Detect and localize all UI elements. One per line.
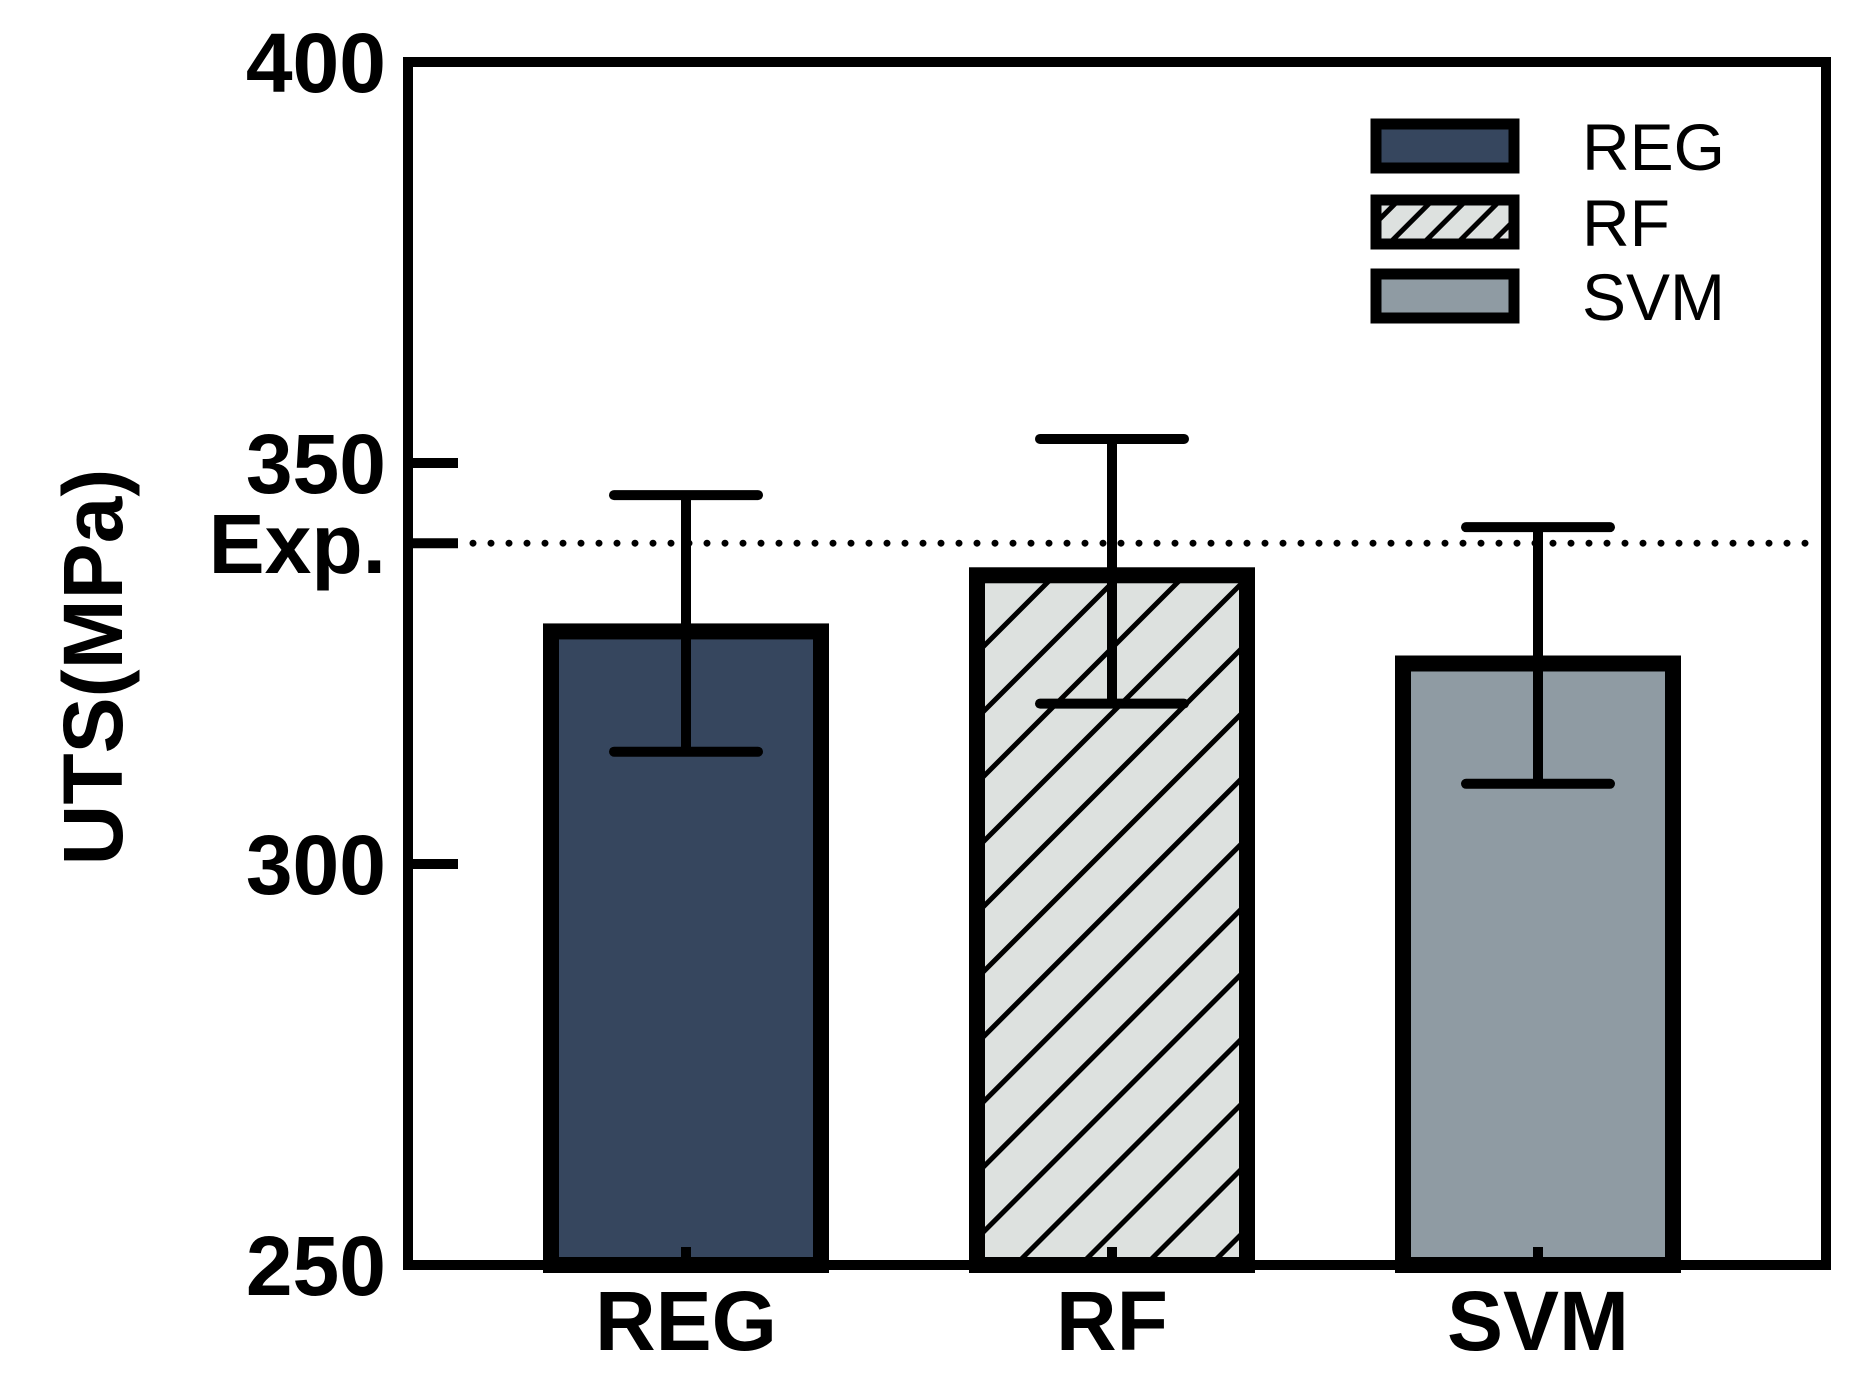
x-label-svm: SVM	[1447, 1274, 1629, 1368]
legend-swatch-rf	[1370, 194, 1520, 250]
error-bars	[609, 433, 1615, 789]
plot-frame	[403, 57, 1831, 1270]
reference-line-group: Exp.	[209, 497, 1824, 591]
error-bar-svm	[1461, 522, 1615, 789]
legend-label-rf: RF	[1582, 186, 1670, 260]
y-axis: 250 300 350 400	[246, 16, 458, 1313]
error-bar-reg	[609, 490, 763, 757]
error-bar-rf	[1035, 433, 1189, 709]
y-tick-label-400: 400	[246, 16, 386, 110]
x-label-rf: RF	[1056, 1274, 1168, 1368]
y-tick-label-350: 350	[246, 417, 386, 511]
y-tick-label-250: 250	[246, 1219, 386, 1313]
x-axis-labels: REG RF SVM	[595, 1274, 1629, 1368]
legend-label-reg: REG	[1582, 110, 1725, 184]
reference-line-label: Exp.	[209, 497, 386, 591]
legend-swatch-svm	[1370, 268, 1520, 324]
legend-label-svm: SVM	[1582, 260, 1725, 334]
x-label-reg: REG	[595, 1274, 777, 1368]
y-tick-label-300: 300	[246, 818, 386, 912]
legend-swatch-reg	[1370, 118, 1520, 174]
y-axis-title: UTS(MPa)	[46, 469, 140, 866]
